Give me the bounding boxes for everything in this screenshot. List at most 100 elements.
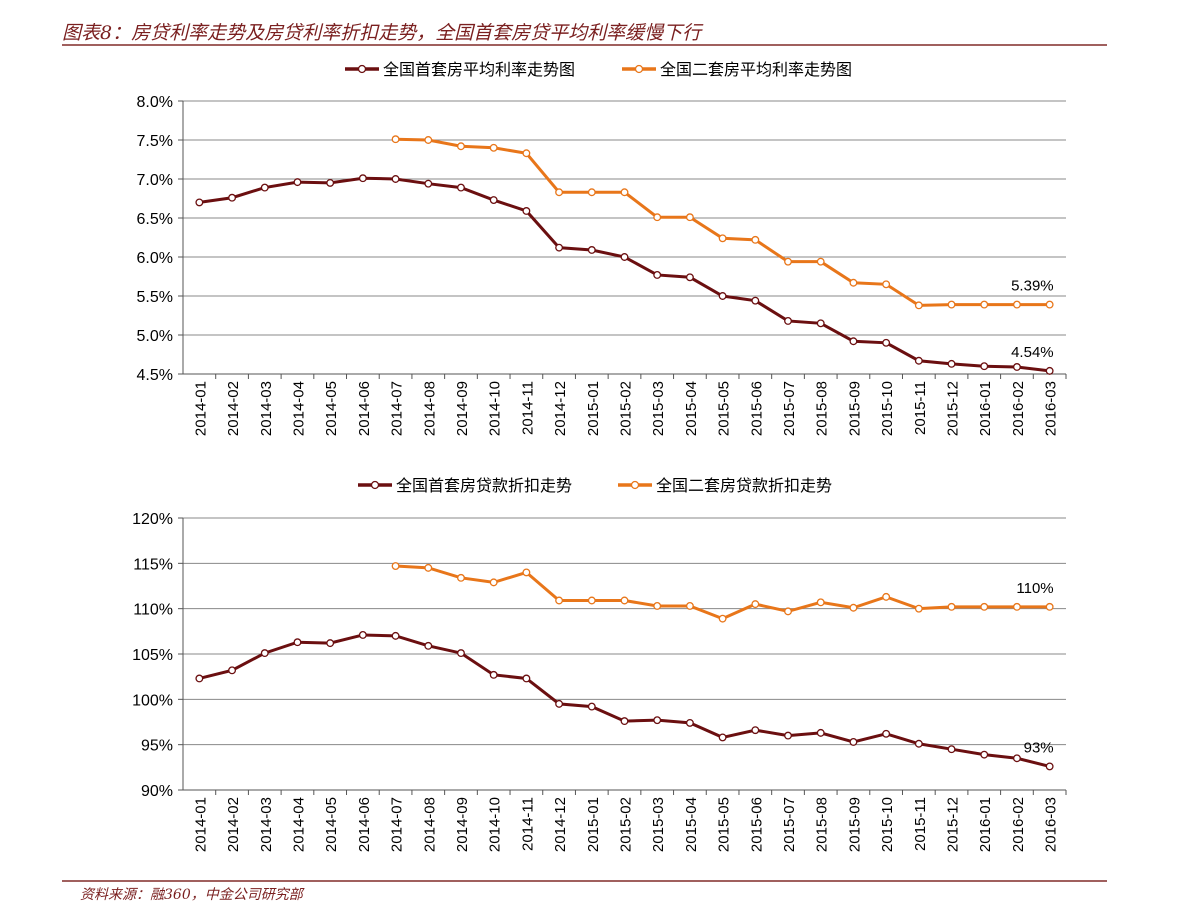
x-tick-label: 2014-09 (454, 381, 471, 436)
y-tick-label: 110% (133, 602, 173, 619)
data-point (685, 213, 694, 222)
x-tick-label: 2014-01 (192, 797, 209, 852)
data-point (914, 739, 923, 748)
y-tick-label: 8.0% (137, 94, 173, 111)
data-point (424, 641, 433, 650)
x-tick-label: 2015-03 (650, 797, 667, 852)
legend-item: 全国二套房贷款折扣走势 (618, 477, 832, 495)
legend-item: 全国首套房平均利率走势图 (345, 61, 575, 79)
chart-2: 90% 95% 100% 105% 110% 115% 120% 2014-01 2014-02… (132, 477, 1067, 852)
data-point (849, 737, 858, 746)
data-point (718, 614, 727, 623)
data-point (1045, 366, 1054, 375)
data-point (620, 188, 629, 197)
x-tick-label: 2014-08 (421, 381, 438, 436)
data-point (195, 198, 204, 207)
data-point (751, 235, 760, 244)
data-point (555, 596, 564, 605)
x-tick-label: 2016-03 (1043, 381, 1060, 436)
x-tick-label: 2015-12 (945, 381, 962, 436)
data-point (882, 729, 891, 738)
x-tick-label: 2016-02 (1010, 797, 1027, 852)
x-tick-label: 2014-01 (192, 381, 209, 436)
data-point (522, 207, 531, 215)
x-tick-label: 2015-08 (814, 797, 831, 852)
data-point (587, 188, 596, 197)
x-tick-label: 2015-01 (585, 797, 602, 852)
data-point (784, 731, 792, 740)
x-tick-label: 2014-06 (356, 381, 373, 436)
y-tick-label: 6.0% (137, 250, 173, 267)
series-first-home: 4.54% (195, 174, 1054, 375)
data-point (980, 602, 989, 611)
source-note: 资料来源：融360，中金公司研究部 (80, 887, 303, 903)
x-tick-label: 2014-02 (225, 381, 242, 436)
x-tick-label: 2015-04 (683, 381, 700, 436)
y-tick-label: 95% (141, 738, 173, 755)
x-tick-label: 2014-04 (290, 797, 307, 852)
legend-label: 全国二套房平均利率走势图 (660, 61, 852, 79)
data-point (784, 607, 792, 616)
x-tick-label: 2015-06 (748, 381, 765, 436)
y-tick-label: 5.0% (137, 328, 173, 345)
data-point (718, 733, 727, 742)
data-point (424, 563, 433, 572)
x-tick-label: 2014-07 (389, 381, 406, 436)
series-line (395, 137, 1050, 307)
data-point (522, 674, 531, 683)
data-point (947, 602, 956, 611)
data-point (816, 728, 825, 737)
source-divider (62, 880, 1107, 882)
data-point (489, 143, 498, 152)
x-tick-label: 2015-11 (912, 381, 929, 435)
data-label: 110% (1016, 580, 1053, 597)
series-first-home: 93% (195, 631, 1054, 771)
data-point (685, 601, 694, 610)
x-tick-label: 2016-01 (977, 381, 994, 436)
data-point (882, 592, 891, 601)
x-tick-label: 2014-05 (323, 381, 340, 436)
x-tick-label: 2014-03 (258, 381, 275, 436)
data-point (653, 601, 662, 610)
x-tick-label: 2015-08 (814, 381, 831, 436)
data-point (914, 356, 923, 365)
y-tick-label: 100% (132, 692, 173, 709)
data-point (293, 178, 302, 187)
data-point (620, 253, 629, 261)
data-point (685, 273, 694, 282)
data-point (914, 604, 923, 613)
data-point (849, 278, 858, 287)
figure-title: 图表8：房贷利率走势及房贷利率折扣走势，全国首套房贷平均利率缓慢下行 (62, 22, 702, 44)
data-point (326, 639, 335, 648)
data-point (489, 578, 498, 587)
series-line (198, 633, 1051, 768)
data-label: 4.54% (1011, 344, 1054, 361)
x-tick-label: 2014-08 (421, 797, 438, 852)
data-point (620, 596, 629, 605)
x-tick-label: 2015-06 (748, 797, 765, 852)
data-point (391, 175, 400, 183)
y-tick-label: 6.5% (137, 211, 173, 228)
data-point (522, 568, 531, 577)
x-tick-label: 2015-02 (618, 381, 635, 436)
data-point (1045, 762, 1054, 771)
data-label: 93% (1024, 739, 1054, 756)
y-tick-label: 4.5% (137, 367, 173, 384)
data-point (555, 699, 564, 708)
x-tick-label: 2014-06 (356, 797, 373, 852)
data-point (391, 562, 400, 571)
data-point (293, 638, 302, 647)
data-point (555, 243, 564, 252)
data-point (587, 246, 596, 254)
data-point (391, 135, 400, 144)
x-tick-label: 2015-07 (781, 381, 798, 436)
x-tick-label: 2016-02 (1010, 381, 1027, 436)
data-point (358, 174, 367, 183)
data-point (980, 750, 989, 759)
x-tick-label: 2014-10 (487, 797, 504, 852)
x-tick-label: 2015-09 (846, 797, 863, 852)
data-point (685, 718, 694, 727)
data-point (522, 149, 531, 158)
